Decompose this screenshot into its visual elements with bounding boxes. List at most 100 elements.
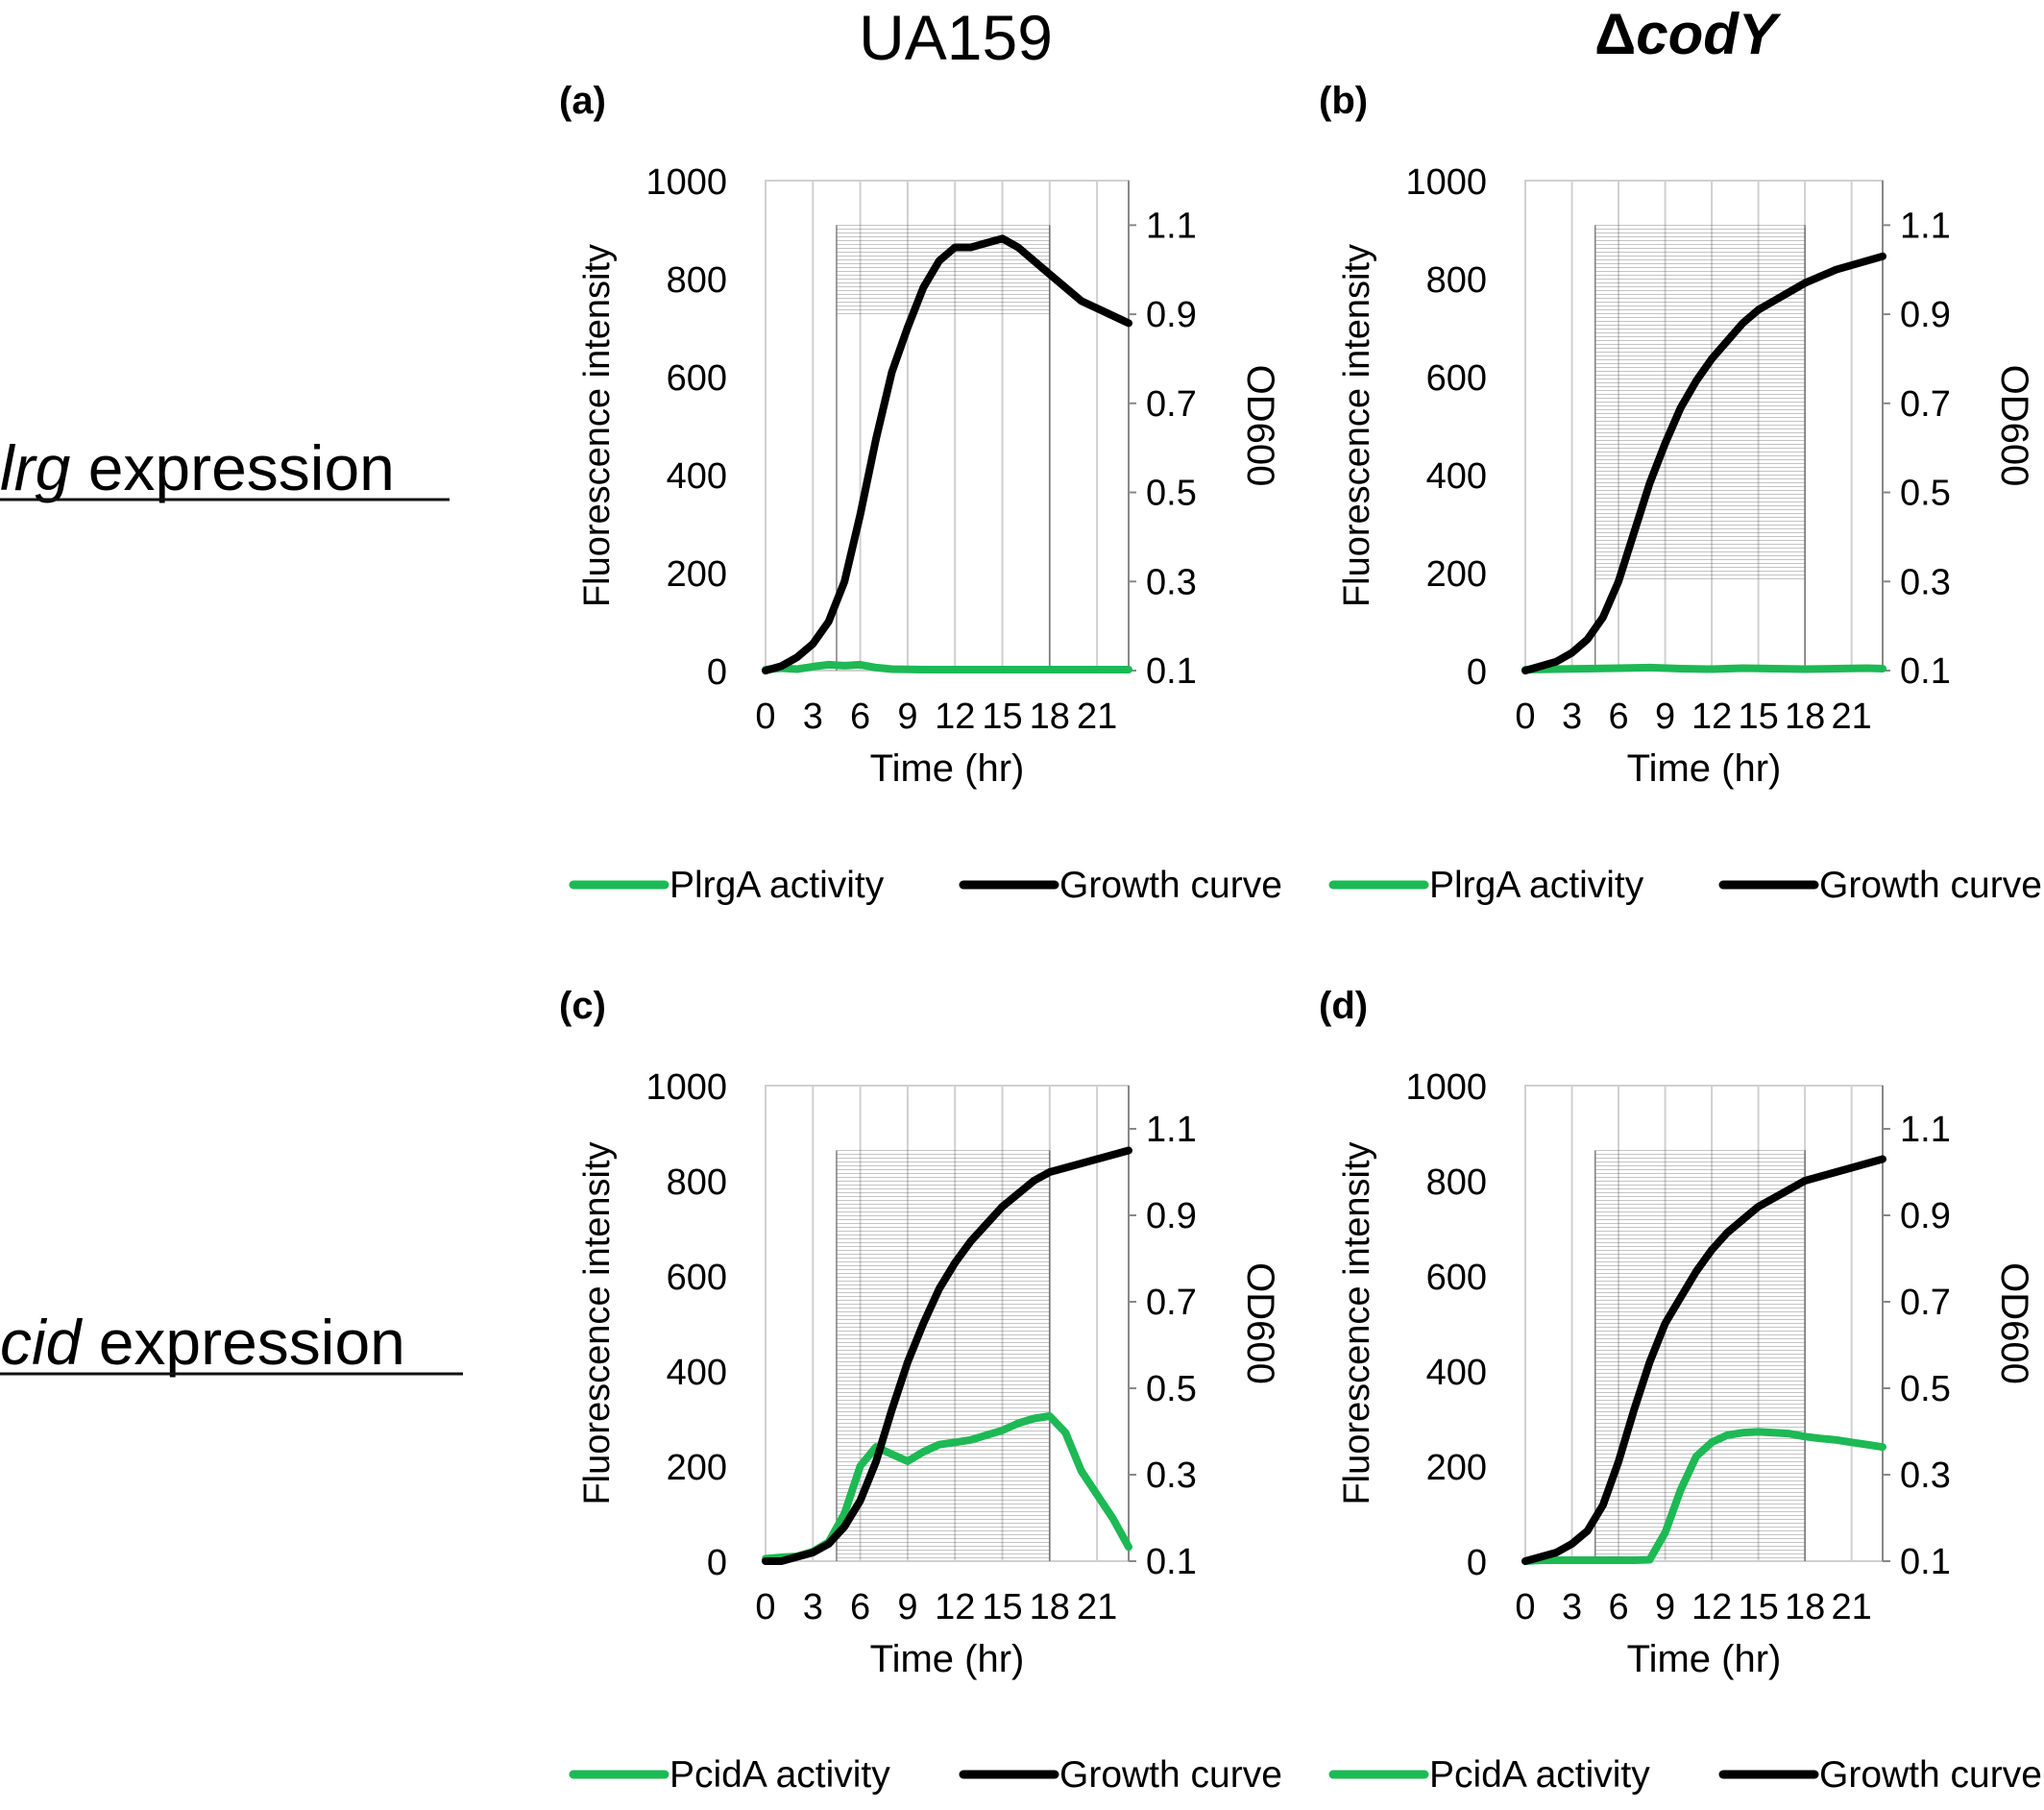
legend-label: Growth curve [1819,865,2042,906]
shaded-band [836,1150,1051,1561]
y-right-tick-label: 1.1 [1900,1110,1951,1150]
series-line-growth-curve [1521,1155,1886,1565]
series-line-pcida-activity [1521,1428,1886,1565]
delta-symbol: Δ [1594,2,1636,66]
series-line-growth-curve [1521,252,1886,674]
y-right-tick-label: 0.9 [1900,1196,1951,1236]
y-right-axis-label: OD600 [1239,365,1281,487]
y-left-axis-label: Fluorescence intensity [1337,244,1377,607]
y-left-tick-label: 0 [707,652,727,693]
y-right-tick-label: 0.3 [1146,1455,1197,1496]
x-tick-label: 12 [935,697,975,737]
legend: PcidA activity Growth curve [569,1754,1282,1796]
y-right-tick-label: 0.3 [1900,562,1951,602]
y-right-tick-label: 0.5 [1900,1369,1951,1409]
x-tick-label: 18 [1030,697,1070,737]
y-left-tick-label: 0 [1467,1543,1487,1583]
legend-label: PcidA activity [669,1754,890,1796]
plot-frame [1524,180,1884,672]
y-right-tick-label: 0.1 [1900,1542,1951,1582]
x-tick-label: 0 [1515,1587,1535,1627]
x-axis-label: Time (hr) [870,747,1025,790]
shaded-band [1594,1150,1806,1561]
x-tick-label: 12 [935,1587,975,1627]
y-left-tick-label: 400 [1426,1353,1487,1393]
column-header-codY: ΔcodY [1594,2,1782,66]
y-right-tick-label: 0.5 [1146,1369,1197,1409]
x-tick-label: 3 [803,697,823,737]
column-header-ua159: UA159 [859,2,1053,73]
y-left-tick-label: 1000 [1405,162,1487,203]
codY-gene-label: codY [1636,2,1782,66]
x-tick-label: 3 [803,1587,823,1627]
x-tick-label: 18 [1785,697,1825,737]
legend-label: Growth curve [1059,865,1282,906]
y-right-tick-label: 0.9 [1900,295,1951,335]
x-tick-label: 6 [1608,697,1628,737]
y-left-tick-label: 600 [1426,358,1487,399]
y-right-axis-label: OD600 [1239,1262,1281,1384]
y-left-tick-label: 0 [707,1543,727,1583]
y-right-tick-label: 0.1 [1146,651,1197,692]
y-right-tick-label: 1.1 [1146,1110,1197,1150]
x-tick-label: 18 [1785,1587,1825,1627]
x-tick-label: 21 [1077,697,1117,737]
x-tick-label: 9 [897,1587,917,1627]
y-right-axis-label: OD600 [1993,365,2035,487]
x-tick-label: 0 [755,697,775,737]
y-right-tick-label: 1.1 [1900,206,1951,246]
x-axis-label: Time (hr) [1627,1638,1782,1680]
y-right-tick-label: 1.1 [1146,206,1197,246]
y-left-tick-label: 600 [667,1258,727,1298]
y-right-tick-label: 0.1 [1900,651,1951,692]
x-tick-label: 3 [1562,697,1582,737]
y-left-tick-label: 800 [667,260,727,301]
y-right-tick-label: 0.9 [1146,295,1197,335]
y-right-axis-label: OD600 [1993,1262,2035,1384]
y-left-tick-label: 400 [667,456,727,497]
y-left-tick-label: 800 [1426,260,1487,301]
legend: PlrgA activity Growth curve [1328,865,2042,906]
y-left-tick-label: 800 [1426,1162,1487,1203]
x-tick-label: 6 [1608,1587,1628,1627]
legend: PcidA activity Growth curve [1328,1754,2042,1796]
series-line-pcida-activity [762,1412,1132,1563]
x-tick-label: 12 [1691,697,1732,737]
x-tick-label: 6 [850,1587,870,1627]
y-left-axis-label: Fluorescence intensity [577,1141,618,1504]
shaded-band [836,225,1051,671]
row-label-lrg-suffix: expression [70,432,395,503]
y-left-tick-label: 1000 [645,162,727,203]
row-label-cid-gene: cid [0,1307,84,1378]
x-axis-label: Time (hr) [870,1638,1025,1680]
y-left-tick-label: 200 [1426,1448,1487,1488]
legend-label: PlrgA activity [669,865,885,906]
series-line-growth-curve [762,234,1132,674]
legend-label: PlrgA activity [1429,865,1644,906]
row-label-lrg-gene: lrg [0,432,71,503]
legend-label: PcidA activity [1429,1754,1650,1796]
y-right-tick-label: 0.7 [1900,1283,1951,1323]
y-right-tick-label: 0.7 [1146,384,1197,425]
x-tick-label: 0 [1515,697,1535,737]
x-tick-label: 21 [1832,1587,1872,1627]
x-tick-label: 3 [1562,1587,1582,1627]
x-tick-label: 12 [1691,1587,1732,1627]
x-tick-label: 15 [1738,697,1778,737]
y-left-tick-label: 0 [1467,652,1487,693]
y-left-tick-label: 1000 [645,1067,727,1108]
x-tick-label: 9 [1655,697,1675,737]
x-tick-label: 0 [755,1587,775,1627]
row-label-cid: cid expression [0,1307,405,1378]
row-label-cid-suffix: expression [81,1307,405,1378]
x-tick-label: 15 [982,1587,1022,1627]
y-left-axis-label: Fluorescence intensity [577,244,618,607]
x-tick-label: 21 [1077,1587,1117,1627]
y-right-tick-label: 0.7 [1900,384,1951,425]
legend-label: Growth curve [1819,1754,2042,1796]
